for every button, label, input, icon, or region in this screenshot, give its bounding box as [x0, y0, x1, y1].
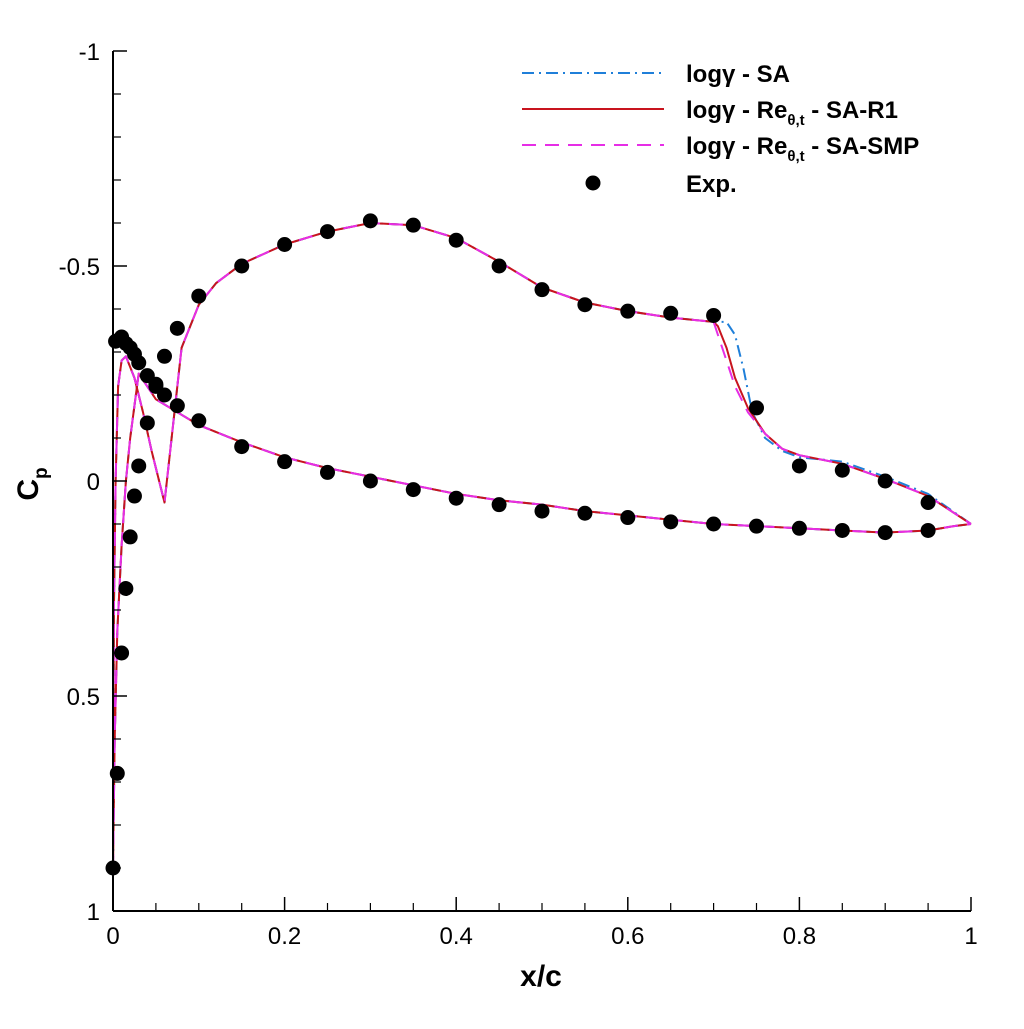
exp-point: [534, 282, 550, 298]
exp-point: [362, 213, 378, 229]
exp-point: [577, 505, 593, 521]
y-axis-title-sub: p: [31, 467, 52, 479]
exp-point: [534, 503, 550, 519]
legend-label-1: logγ - SA: [686, 61, 790, 88]
exp-point: [620, 303, 636, 319]
exp-point: [749, 518, 764, 534]
y-tick-label: 0.5: [67, 684, 100, 711]
y-axis-title-main: C: [12, 479, 45, 501]
exp-point: [749, 400, 764, 416]
exp-point: [920, 495, 936, 510]
exp-point: [663, 305, 679, 321]
exp-point: [131, 458, 147, 474]
y-axis-title: Cp: [12, 467, 52, 500]
exp-point: [706, 307, 722, 323]
exp-point: [114, 645, 130, 661]
exp-point: [362, 473, 378, 489]
x-tick-label: 0.4: [440, 923, 473, 950]
x-tick-label: 0.2: [268, 923, 301, 950]
legend-label-2: logγ - Reθ,t - SA-R1: [686, 97, 898, 129]
x-tick-label: 0.6: [611, 923, 644, 950]
exp-point: [577, 297, 593, 313]
exp-point: [156, 348, 172, 364]
exp-point: [834, 522, 850, 538]
x-tick-label: 0: [106, 923, 119, 950]
series-line-2-upper: [112, 222, 972, 869]
y-tick-label: 0: [87, 469, 100, 496]
exp-point: [320, 464, 335, 480]
exp-point: [191, 288, 207, 304]
series-line-1-upper: [112, 222, 972, 869]
exp-point: [169, 320, 185, 336]
exp-point: [448, 490, 464, 506]
x-axis-title: x/c: [520, 960, 562, 993]
exp-point: [118, 581, 134, 596]
exp-point: [126, 488, 142, 504]
exp-point: [877, 473, 893, 489]
exp-point: [791, 458, 807, 474]
exp-point: [191, 413, 207, 429]
exp-point: [277, 237, 293, 252]
exp-point: [620, 510, 636, 526]
series-layer: [112, 222, 972, 869]
exp-point: [920, 522, 936, 538]
exp-point: [234, 439, 250, 455]
exp-point: [834, 462, 850, 478]
y-tick-label: -1: [79, 39, 100, 66]
exp-point: [491, 258, 507, 274]
y-tick-label: -0.5: [59, 254, 100, 281]
legend-swatch-exp: [585, 175, 601, 191]
exp-point: [491, 497, 507, 513]
exp-point: [877, 525, 893, 541]
svg-text:Cp: Cp: [12, 467, 52, 500]
series-line-3-upper: [112, 222, 972, 869]
exp-point: [131, 355, 147, 371]
y-tick-label: 1: [87, 899, 100, 926]
experimental-points-layer: [105, 213, 936, 876]
exp-point: [139, 415, 155, 431]
x-tick-label: 1: [964, 923, 977, 950]
exp-point: [320, 224, 335, 240]
legend: logγ - SA logγ - Reθ,t - SA-R1 logγ - Reθ,…: [522, 61, 919, 198]
exp-point: [156, 387, 172, 403]
axes-layer: 0 0.2 0.4 0.6 0.8 1 -1 -0.5 0 0.5 1: [59, 39, 978, 950]
exp-point: [663, 514, 679, 530]
exp-point: [122, 529, 138, 545]
exp-point: [234, 258, 250, 274]
exp-point: [405, 482, 421, 498]
exp-point: [448, 232, 464, 248]
exp-point: [139, 368, 155, 384]
exp-point: [277, 454, 293, 470]
legend-label-exp: Exp.: [686, 171, 737, 198]
exp-point: [405, 217, 421, 233]
exp-point: [169, 398, 185, 414]
series-line-3-lower: [112, 372, 972, 869]
exp-point: [791, 520, 807, 536]
exp-point: [706, 516, 722, 532]
legend-label-3: logγ - Reθ,t - SA-SMP: [686, 133, 919, 165]
x-tick-label: 0.8: [783, 923, 816, 950]
